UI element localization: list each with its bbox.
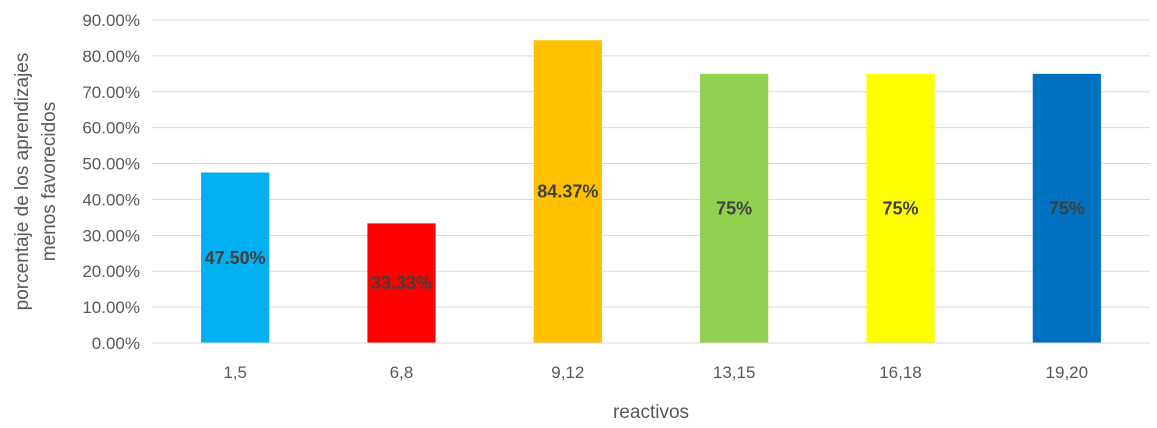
x-axis-ticks: 1,5 6,8 9,12 13,15 16,18 19,20 [223,363,1088,382]
bar-data-label: 47.50% [205,248,266,268]
x-axis-title: reactivos [613,402,689,423]
bar-data-label: 75% [882,198,918,218]
bars [201,40,1101,343]
y-tick-label: 50.00% [82,155,140,174]
bar-data-label: 75% [1049,198,1085,218]
bar-data-label: 75% [716,198,752,218]
y-axis-title-line-2: menos favorecidos [39,102,60,261]
x-tick-label: 6,8 [390,363,414,382]
y-axis-ticks: 0.00% 10.00% 20.00% 30.00% 40.00% 50.00% 60.00… [82,11,140,353]
bar-data-label: 33.33% [371,273,432,293]
y-tick-label: 10.00% [82,298,140,317]
bar [201,172,270,343]
y-tick-label: 0.00% [92,334,140,353]
y-tick-label: 70.00% [82,83,140,102]
bar [866,73,935,343]
y-axis-title: porcentaje de los aprendizajes menos fav… [12,53,60,311]
bar [700,73,769,343]
y-tick-label: 30.00% [82,226,140,245]
bar [1032,73,1101,343]
bar [533,40,602,343]
x-tick-label: 16,18 [879,363,922,382]
x-tick-label: 19,20 [1046,363,1089,382]
y-tick-label: 40.00% [82,190,140,209]
y-tick-label: 80.00% [82,47,140,66]
bar-data-label: 84.37% [537,182,598,202]
y-tick-label: 60.00% [82,119,140,138]
y-tick-label: 90.00% [82,11,140,30]
data-labels: 47.50% 33.33% 84.37% 75% 75% 75% [205,182,1085,294]
x-tick-label: 9,12 [551,363,584,382]
y-axis-title-line-1: porcentaje de los aprendizajes [12,53,33,311]
y-tick-label: 20.00% [82,262,140,281]
x-tick-label: 1,5 [223,363,247,382]
gridlines [152,19,1150,308]
bar [367,223,436,343]
x-tick-label: 13,15 [713,363,756,382]
